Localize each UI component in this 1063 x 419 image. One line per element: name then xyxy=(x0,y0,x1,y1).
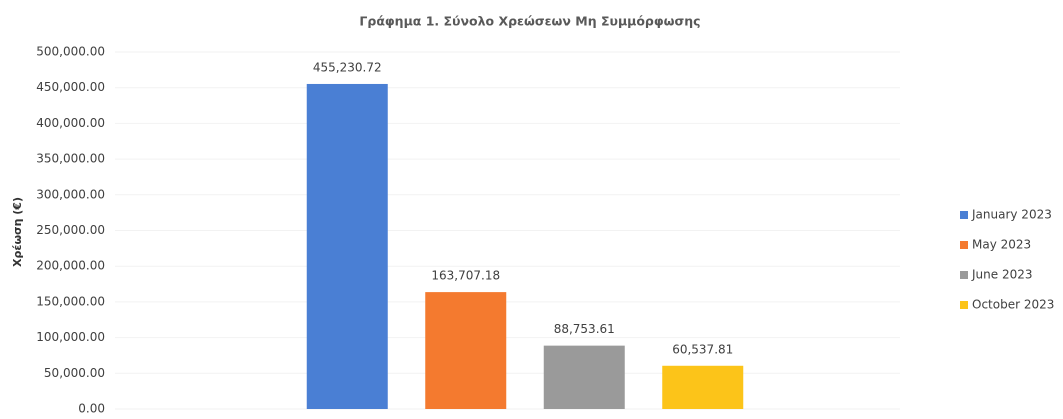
legend-label: May 2023 xyxy=(972,238,1031,252)
bar xyxy=(543,345,625,409)
y-tick-label: 50,000.00 xyxy=(44,366,105,380)
y-axis-label: Χρέωση (€) xyxy=(11,197,24,267)
data-label: 60,537.81 xyxy=(672,342,733,356)
chart-title: Γράφημα 1. Σύνολο Χρεώσεων Μη Συμμόρφωση… xyxy=(359,14,700,29)
y-tick-label: 200,000.00 xyxy=(36,259,105,273)
legend-label: October 2023 xyxy=(972,298,1054,312)
legend-swatch xyxy=(960,241,968,249)
y-tick-label: 100,000.00 xyxy=(36,330,105,344)
y-tick-label: 400,000.00 xyxy=(36,116,105,130)
legend-swatch xyxy=(960,211,968,219)
data-label: 163,707.18 xyxy=(431,269,500,283)
bar xyxy=(425,292,507,409)
y-tick-label: 500,000.00 xyxy=(36,45,105,59)
legend-label: January 2023 xyxy=(971,208,1052,222)
y-tick-label: 0.00 xyxy=(78,402,105,416)
legend-label: June 2023 xyxy=(971,268,1033,282)
bar xyxy=(662,365,744,409)
y-tick-label: 450,000.00 xyxy=(36,80,105,94)
y-tick-label: 300,000.00 xyxy=(36,187,105,201)
data-label: 455,230.72 xyxy=(313,60,382,74)
y-tick-label: 350,000.00 xyxy=(36,152,105,166)
y-tick-label: 150,000.00 xyxy=(36,294,105,308)
bar xyxy=(306,83,388,409)
legend-swatch xyxy=(960,301,968,309)
legend-swatch xyxy=(960,271,968,279)
y-tick-label: 250,000.00 xyxy=(36,223,105,237)
data-label: 88,753.61 xyxy=(554,322,615,336)
